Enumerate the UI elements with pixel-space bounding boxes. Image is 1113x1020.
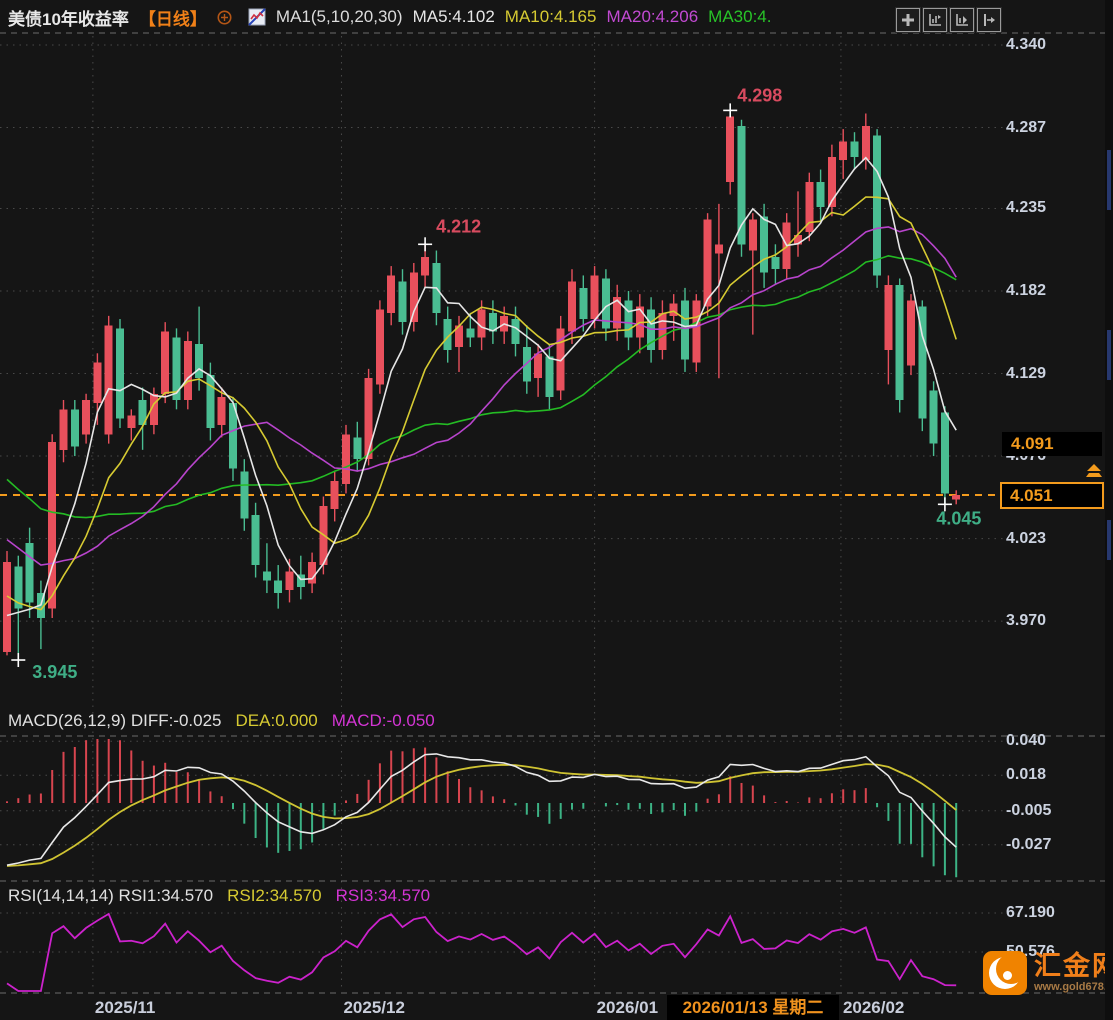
rsi-axis-label: 67.190 <box>1006 903 1055 921</box>
logo-icon <box>983 951 1027 995</box>
svg-text:4.045: 4.045 <box>936 508 981 528</box>
axis-zoom-out-icon[interactable] <box>922 7 948 33</box>
pan-right-icon[interactable] <box>976 7 1002 33</box>
last-price-tag: 4.051 <box>1000 481 1104 509</box>
macd-title: MACD(26,12,9) DIFF:-0.025 <box>8 711 222 730</box>
date-tick-label: 2026/01 <box>596 998 659 1017</box>
price-axis-label: 4.182 <box>1006 282 1047 299</box>
right-edge-strip <box>1105 0 1113 1020</box>
rsi2-value: RSI2:34.570 <box>227 886 322 905</box>
rsi-header: RSI(14,14,14) RSI1:34.570 RSI2:34.570 RS… <box>8 886 430 906</box>
chart-toolbar <box>895 7 1002 33</box>
rsi3-value: RSI3:34.570 <box>335 886 431 905</box>
ma-settings-label: MA1(5,10,20,30) <box>275 7 403 26</box>
price-marker-tag: 4.091 <box>1002 431 1102 456</box>
move-icon[interactable] <box>895 7 921 33</box>
price-axis-label: 4.235 <box>1006 199 1047 217</box>
ma20-value: MA20:4.206 <box>606 7 699 26</box>
svg-text:4.212: 4.212 <box>436 216 481 236</box>
rsi1-title: RSI(14,14,14) RSI1:34.570 <box>8 886 214 905</box>
logo-site-name: 汇金网 <box>1034 951 1113 981</box>
price-up-arrow-icon <box>1084 463 1104 481</box>
macd-macd-value: MACD:-0.050 <box>331 711 435 730</box>
macd-dea-value: DEA:0.000 <box>235 711 318 730</box>
plus-circle-icon[interactable] <box>217 10 232 25</box>
site-logo[interactable]: 汇金网 www.gold678.com <box>983 951 1113 995</box>
page-title: 美债10年收益率 <box>8 9 129 29</box>
date-tick-label: 2026/02 <box>842 998 905 1017</box>
price-axis-label: 4.023 <box>1006 529 1047 547</box>
svg-text:4.298: 4.298 <box>737 85 782 105</box>
indicator-chart-icon[interactable] <box>248 8 266 26</box>
axis-zoom-in-icon[interactable] <box>949 7 975 33</box>
ma5-value: MA5:4.102 <box>412 7 495 26</box>
date-tick-label: 2025/12 <box>343 998 405 1017</box>
svg-text:3.945: 3.945 <box>32 662 77 682</box>
chart-header: 美债10年收益率 【日线】 MA1(5,10,20,30) MA5:4.102 … <box>8 4 771 30</box>
ma10-value: MA10:4.165 <box>504 7 597 26</box>
period-selector[interactable]: 【日线】 <box>138 9 207 29</box>
price-axis-label: 4.340 <box>1006 36 1047 53</box>
price-axis-label: 3.970 <box>1006 612 1047 630</box>
price-axis-label: 4.129 <box>1006 364 1047 382</box>
ma30-value: MA30:4. <box>708 7 772 26</box>
macd-header: MACD(26,12,9) DIFF:-0.025 DEA:0.000 MACD… <box>8 711 435 731</box>
macd-axis-label: -0.005 <box>1006 801 1052 819</box>
selected-date-tooltip: 2026/01/13 星期二 <box>667 995 839 1020</box>
date-tick-label: 2025/11 <box>94 998 156 1017</box>
logo-site-url: www.gold678.com <box>1034 981 1113 993</box>
macd-axis-label: 0.018 <box>1006 766 1047 784</box>
price-axis-label: 4.287 <box>1006 118 1047 136</box>
macd-axis-label: -0.027 <box>1006 835 1052 853</box>
